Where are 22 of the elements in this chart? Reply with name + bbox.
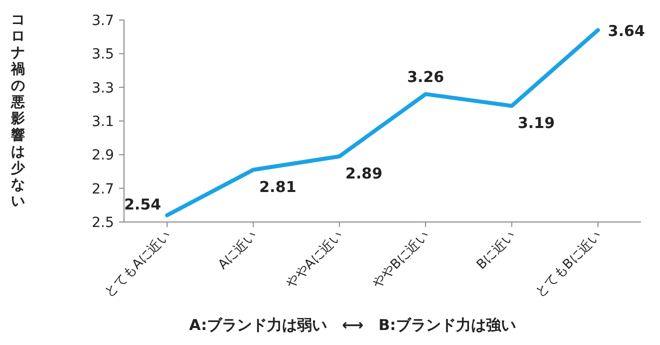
- data-label: 2.54: [124, 195, 162, 214]
- x-tick-label: とてもAに近い: [102, 228, 174, 300]
- y-tick-label: 2.7: [92, 181, 114, 198]
- y-tick-label: 2.5: [92, 215, 114, 231]
- x-tick-label: ややAに近い: [283, 228, 346, 292]
- data-label: 3.26: [407, 68, 444, 86]
- data-label: 3.64: [608, 22, 645, 40]
- data-label: 2.81: [259, 178, 296, 196]
- x-tick-label: Aに近い: [216, 228, 260, 273]
- x-tick-label: Bに近い: [474, 228, 519, 273]
- data-label: 2.89: [345, 164, 382, 182]
- y-tick-label: 3.5: [92, 46, 114, 63]
- x-tick-label: とてもBに近い: [532, 228, 605, 300]
- text: コロナ禍の悪影響は少ない: [11, 12, 25, 210]
- y-tick-label: 3.7: [92, 13, 114, 29]
- y-tick-label: 3.3: [92, 80, 114, 96]
- line-series: [165, 28, 600, 218]
- x-tick-label: ややBに近い: [370, 228, 432, 292]
- y-tick-label: 2.9: [92, 148, 114, 164]
- data-label: 3.19: [518, 114, 555, 132]
- x-axis-title: A:ブランド力は弱い ⟷ B:ブランド力は強い: [189, 316, 516, 334]
- y-tick-label: 3.1: [92, 114, 114, 130]
